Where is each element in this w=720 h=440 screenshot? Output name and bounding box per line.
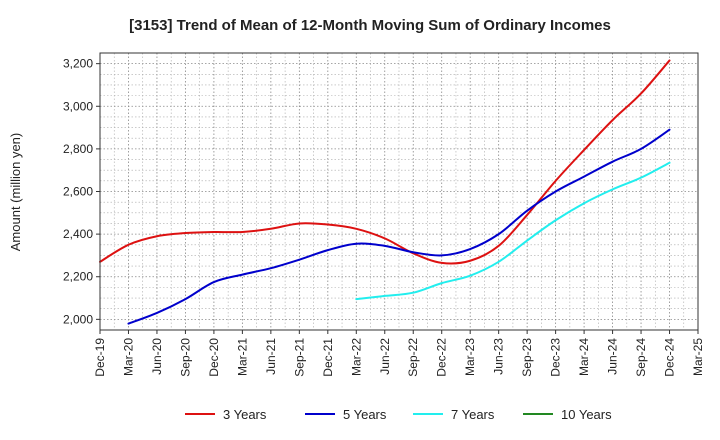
legend-label-5-years: 5 Years [343,407,387,422]
x-tick-label: Jun-20 [150,338,164,375]
x-tick-label: Dec-24 [663,338,677,377]
chart-title: [3153] Trend of Mean of 12-Month Moving … [129,17,611,34]
y-tick-label: 3,200 [63,57,93,71]
legend-label-10-years: 10 Years [561,407,612,422]
x-tick-label: Mar-22 [349,338,363,376]
x-tick-label: Jun-22 [378,338,392,375]
plot-area: 2,000 2,200 2,400 2,600 2,800 3,000 3,200 Dec-1… [63,52,705,377]
series-line-3-years [99,59,671,265]
y-tick-label: 2,600 [63,185,93,199]
x-tick-label: Dec-22 [435,338,449,377]
x-tick-label: Dec-23 [549,338,563,377]
x-tick-label: Jun-24 [606,338,620,375]
plot-frame [99,52,699,331]
x-tick-label: Sep-23 [520,338,534,377]
x-tick-label: Dec-19 [93,338,107,377]
y-axis-label: Amount (million yen) [8,133,23,252]
y-tick-label: 2,400 [63,227,93,241]
legend: 3 Years 5 Years 7 Years 10 Years [185,407,612,422]
legend-label-3-years: 3 Years [223,407,267,422]
x-tick-label: Sep-21 [292,338,306,377]
x-tick-label: Jun-23 [492,338,506,375]
y-tick-label: 2,000 [63,312,93,326]
series-line-7-years [355,161,671,301]
x-tick-label: Sep-20 [178,338,192,377]
y-tick-label: 2,200 [63,270,93,284]
x-tick-label: Sep-24 [634,338,648,377]
x-tick-label: Jun-21 [264,338,278,375]
x-tick-label: Mar-24 [577,338,591,376]
y-tick-label: 3,000 [63,99,93,113]
x-tick-label: Mar-23 [463,338,477,376]
x-tick-label: Mar-25 [691,338,705,376]
x-tick-label: Mar-20 [121,338,135,376]
series-line-5-years [127,128,671,325]
legend-label-7-years: 7 Years [451,407,495,422]
x-tick-label: Dec-21 [321,338,335,377]
x-tick-label: Mar-21 [235,338,249,376]
y-tick-label: 2,800 [63,142,93,156]
x-tick-label: Dec-20 [207,338,221,377]
x-tick-label: Sep-22 [406,338,420,377]
